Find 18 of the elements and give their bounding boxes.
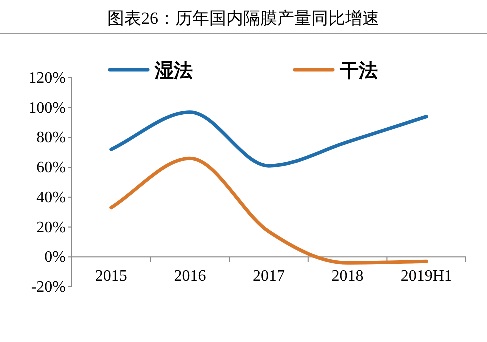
line-series xyxy=(110,110,428,168)
x-tick-label: 2015 xyxy=(95,268,128,286)
x-tick-label: 2016 xyxy=(174,268,206,286)
y-tick-label: 60% xyxy=(36,160,66,177)
legend-label: 湿法 xyxy=(154,60,193,82)
y-tick-label: -20% xyxy=(31,279,66,296)
y-tick-label: 120% xyxy=(28,70,66,87)
y-tick-label: 100% xyxy=(28,100,66,117)
x-tick-label: 2018 xyxy=(332,268,364,286)
chart-title: 图表26：历年国内隔膜产量同比增速 xyxy=(108,9,380,28)
line-series xyxy=(110,156,428,265)
y-tick-label: 0% xyxy=(44,249,66,266)
y-tick-label: 20% xyxy=(36,219,66,236)
x-tick-label: 2019H1 xyxy=(400,268,452,286)
legend-label: 干法 xyxy=(339,60,378,82)
y-tick-label: 40% xyxy=(36,189,66,206)
x-tick-label: 2017 xyxy=(253,268,285,286)
y-tick-label: 80% xyxy=(36,130,66,147)
